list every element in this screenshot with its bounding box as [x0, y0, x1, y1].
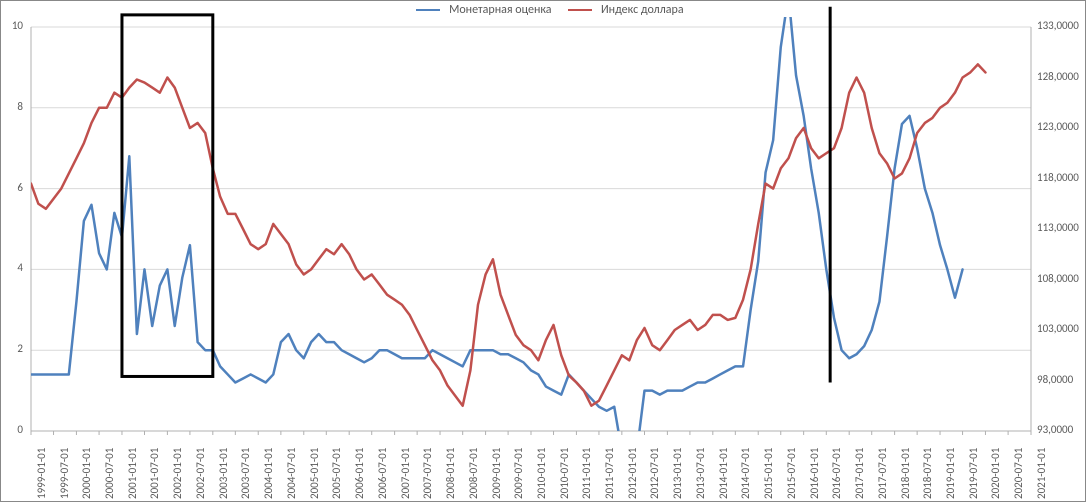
x-tick: 2016-07-01 — [830, 448, 843, 499]
x-tick: 2000-07-01 — [103, 448, 116, 499]
legend-label-1: Индекс доллара — [601, 3, 684, 17]
legend-label-0: Монетарная оценка — [449, 3, 551, 17]
x-tick: 2021-01-01 — [1035, 448, 1048, 499]
x-tick: 2011-07-01 — [603, 448, 616, 499]
y-right-tick: 103,0000 — [1037, 323, 1079, 334]
x-tick: 2010-01-01 — [535, 448, 548, 499]
x-tick: 2011-01-01 — [580, 448, 593, 499]
x-tick: 2002-07-01 — [194, 448, 207, 499]
x-tick: 2010-07-01 — [558, 448, 571, 499]
y-left-tick: 8 — [17, 101, 23, 112]
x-tick: 2001-07-01 — [148, 448, 161, 499]
y-right-tick: 108,0000 — [1037, 273, 1079, 284]
legend-swatch-1 — [568, 9, 592, 11]
x-tick: 2005-07-01 — [330, 448, 343, 499]
y-right-tick: 128,0000 — [1037, 71, 1079, 82]
y-right-tick: 133,0000 — [1037, 20, 1079, 31]
x-tick: 2012-07-01 — [648, 448, 661, 499]
x-tick: 2017-01-01 — [853, 448, 866, 499]
y-right-tick: 118,0000 — [1037, 172, 1079, 183]
x-tick: 2013-07-01 — [694, 448, 707, 499]
x-tick: 2008-07-01 — [467, 448, 480, 499]
x-tick: 2016-01-01 — [808, 448, 821, 499]
x-tick: 1999-07-01 — [58, 448, 71, 499]
y-left-tick: 2 — [17, 343, 23, 354]
x-tick: 2014-07-01 — [739, 448, 752, 499]
x-tick: 2007-01-01 — [399, 448, 412, 499]
plot-svg — [1, 1, 1086, 503]
x-tick: 2000-01-01 — [80, 448, 93, 499]
x-tick: 2020-07-01 — [1012, 448, 1025, 499]
x-tick: 2012-01-01 — [626, 448, 639, 499]
x-tick: 2018-07-01 — [921, 448, 934, 499]
x-tick: 2019-07-01 — [967, 448, 980, 499]
y-left-tick: 0 — [17, 424, 23, 435]
x-tick: 2017-07-01 — [876, 448, 889, 499]
chart-container: Монетарная оценка Индекс доллара 0 2 4 6 8 10… — [0, 0, 1086, 502]
x-tick: 2001-01-01 — [126, 448, 139, 499]
x-tick: 2003-01-01 — [217, 448, 230, 499]
y-left-tick: 6 — [17, 182, 23, 193]
x-tick: 2002-01-01 — [171, 448, 184, 499]
x-tick: 2015-07-01 — [785, 448, 798, 499]
x-tick: 2014-01-01 — [717, 448, 730, 499]
x-tick: 2007-07-01 — [421, 448, 434, 499]
x-tick: 2005-01-01 — [308, 448, 321, 499]
x-tick: 2009-07-01 — [512, 448, 525, 499]
y-right-tick: 123,0000 — [1037, 121, 1079, 132]
x-tick: 1999-01-01 — [35, 448, 48, 499]
x-tick: 2009-01-01 — [490, 448, 503, 499]
x-tick: 2003-07-01 — [239, 448, 252, 499]
x-tick: 2006-01-01 — [353, 448, 366, 499]
y-left-tick: 10 — [12, 20, 23, 31]
legend-swatch-0 — [416, 9, 440, 11]
x-tick: 2020-01-01 — [989, 448, 1002, 499]
y-right-tick: 93,0000 — [1037, 424, 1073, 435]
x-tick: 2008-01-01 — [444, 448, 457, 499]
x-tick: 2004-01-01 — [262, 448, 275, 499]
x-tick: 2004-07-01 — [285, 448, 298, 499]
x-tick: 2006-07-01 — [376, 448, 389, 499]
x-tick: 2015-01-01 — [762, 448, 775, 499]
y-left-tick: 4 — [17, 262, 23, 273]
x-tick: 2019-01-01 — [944, 448, 957, 499]
y-right-tick: 98,0000 — [1037, 374, 1073, 385]
x-tick: 2018-01-01 — [899, 448, 912, 499]
x-tick: 2013-01-01 — [671, 448, 684, 499]
y-right-tick: 113,0000 — [1037, 222, 1079, 233]
legend: Монетарная оценка Индекс доллара — [1, 3, 1085, 17]
